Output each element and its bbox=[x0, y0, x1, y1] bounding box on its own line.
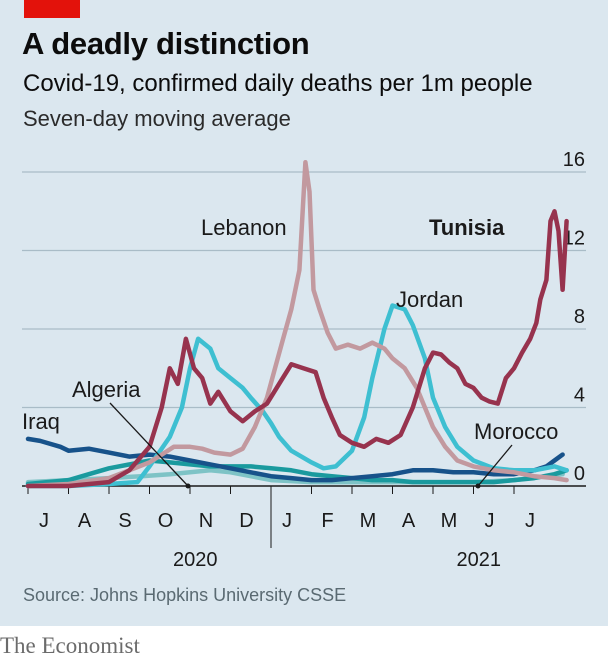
chart-title: A deadly distinction bbox=[22, 26, 310, 61]
x-month-label-1: A bbox=[78, 510, 92, 532]
x-month-label-12: J bbox=[525, 510, 535, 532]
x-year-label-0: 2020 bbox=[173, 549, 218, 571]
label-algeria: Algeria bbox=[72, 377, 141, 402]
y-tick-label-4: 4 bbox=[574, 385, 585, 407]
chart-note: Seven-day moving average bbox=[23, 106, 291, 131]
algeria-leader-line bbox=[109, 402, 189, 487]
x-month-label-4: N bbox=[199, 510, 213, 532]
label-morocco: Morocco bbox=[474, 419, 558, 444]
series-line-lebanon bbox=[25, 159, 569, 489]
x-month-label-8: M bbox=[360, 510, 377, 532]
x-month-label-0: J bbox=[39, 510, 49, 532]
algeria-leader-dot bbox=[185, 483, 191, 489]
series-lines bbox=[25, 159, 569, 489]
chart-subtitle: Covid-19, confirmed daily deaths per 1m … bbox=[23, 70, 533, 97]
y-tick-label-12: 12 bbox=[563, 228, 585, 250]
x-month-label-11: J bbox=[485, 510, 495, 532]
label-lebanon: Lebanon bbox=[201, 215, 287, 240]
source-note: Source: Johns Hopkins University CSSE bbox=[23, 585, 347, 605]
brand-red-tag bbox=[24, 0, 80, 18]
brand-wordmark: The Economist bbox=[0, 633, 140, 658]
chart-panel: A deadly distinction Covid-19, confirmed… bbox=[0, 0, 608, 626]
morocco-leader-dot bbox=[475, 483, 481, 489]
x-year-label-1: 2021 bbox=[457, 549, 502, 571]
x-month-label-3: O bbox=[158, 510, 174, 532]
line-chart: 0 4 8 12 16 J A S O N D J F M A M J J 2020 2021 Lebanon Tu… bbox=[22, 150, 586, 571]
x-month-label-5: D bbox=[239, 510, 253, 532]
series-line-jordan bbox=[25, 303, 569, 489]
series-line-iraq bbox=[25, 436, 565, 483]
series-line-tunisia bbox=[25, 209, 569, 489]
annotations: Lebanon Tunisia Jordan Algeria Iraq Moro… bbox=[22, 215, 558, 489]
x-month-label-7: F bbox=[321, 510, 333, 532]
x-month-label-2: S bbox=[118, 510, 131, 532]
y-tick-label-16: 16 bbox=[563, 150, 585, 171]
x-month-label-10: M bbox=[441, 510, 458, 532]
x-month-label-6: J bbox=[282, 510, 292, 532]
label-tunisia: Tunisia bbox=[429, 215, 505, 240]
y-axis-ticks: 0 4 8 12 16 bbox=[563, 150, 585, 485]
y-tick-label-8: 8 bbox=[574, 306, 585, 328]
label-iraq: Iraq bbox=[22, 409, 60, 434]
label-jordan: Jordan bbox=[396, 287, 463, 312]
morocco-leader-line bbox=[477, 444, 513, 487]
y-tick-label-0: 0 bbox=[574, 463, 585, 485]
x-axis: J A S O N D J F M A M J J 2020 2021 bbox=[27, 486, 535, 571]
x-month-label-9: A bbox=[402, 510, 416, 532]
